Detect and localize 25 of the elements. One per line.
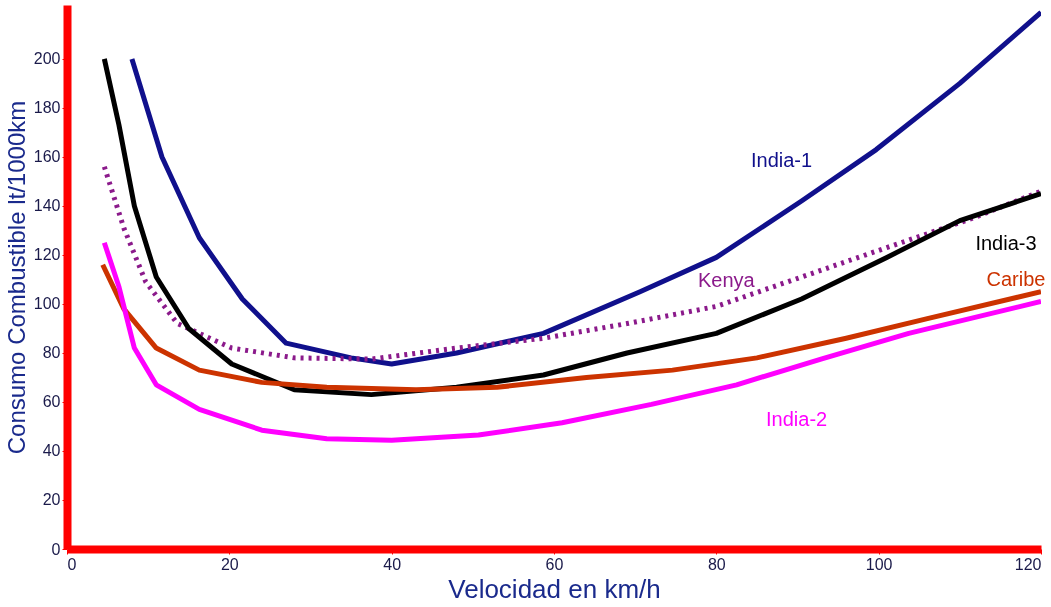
y-tick-label: 40 — [42, 442, 61, 460]
y-tick-label: 80 — [42, 344, 61, 362]
x-axis-title: Velocidad en km/h — [448, 573, 661, 604]
x-tick-label: 20 — [220, 555, 239, 573]
y-tick-label: 0 — [51, 540, 61, 558]
y-axis-title: Consumo Combustible lt/1000km — [2, 100, 30, 455]
series-label: Kenya — [697, 269, 756, 292]
series-label: India-2 — [766, 407, 828, 430]
x-tick-label: 120 — [1014, 555, 1042, 573]
x-tick-label: 40 — [383, 555, 402, 573]
x-tick-label: 60 — [545, 555, 564, 573]
x-tick-label: 0 — [67, 555, 77, 573]
x-tick-label: 80 — [707, 555, 726, 573]
y-tick-label: 100 — [33, 295, 61, 313]
y-tick-label: 60 — [42, 393, 61, 411]
y-tick-label: 180 — [33, 99, 61, 117]
y-tick-label: 140 — [33, 197, 61, 215]
y-tick-label: 120 — [33, 246, 61, 264]
y-tick-label: 160 — [33, 148, 61, 166]
x-tick-label: 100 — [865, 555, 893, 573]
y-tick-label: 20 — [42, 491, 61, 509]
series-label: India-3 — [975, 231, 1037, 254]
series-label: India-1 — [750, 149, 813, 172]
series-label: Caribe — [986, 267, 1046, 290]
y-tick-label: 200 — [33, 50, 61, 68]
